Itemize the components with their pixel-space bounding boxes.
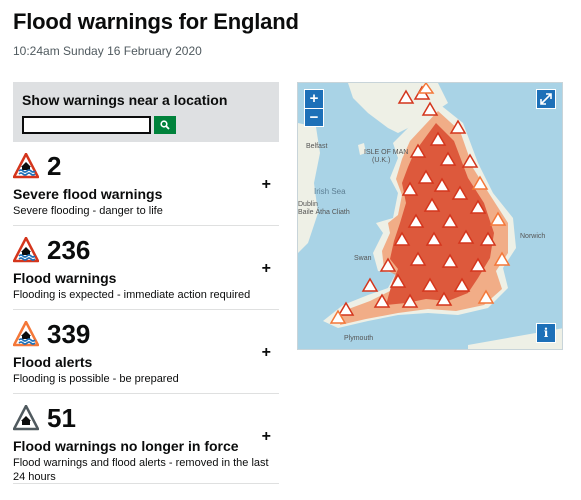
map-label-norwich: Norwich bbox=[520, 233, 546, 240]
map-label-dublin: Dublin bbox=[298, 201, 318, 208]
map-label-plymouth: Plymouth bbox=[344, 335, 374, 342]
search-icon bbox=[160, 120, 170, 130]
fullscreen-button[interactable] bbox=[536, 89, 556, 109]
map-label-swansea: Swan bbox=[354, 255, 372, 262]
map-basemap bbox=[298, 83, 562, 349]
severe-warning-count: 2 bbox=[47, 151, 62, 181]
zoom-in-button[interactable]: + bbox=[309, 90, 319, 107]
map-label-isle-of-man: ISLE OF MAN bbox=[364, 149, 409, 156]
map-label-dublin-irish: Baile Átha Cliath bbox=[298, 209, 350, 216]
warnings-summary-list: 2 Severe flood warnings Severe flooding … bbox=[13, 142, 279, 484]
warning-removed-count: 51 bbox=[47, 403, 76, 433]
expand-icon[interactable]: + bbox=[261, 428, 271, 445]
map-label-irish-sea: Irish Sea bbox=[314, 187, 346, 196]
location-search-input[interactable] bbox=[22, 116, 151, 134]
last-updated-timestamp: 10:24am Sunday 16 February 2020 bbox=[13, 44, 202, 58]
flood-warning-count: 236 bbox=[47, 235, 91, 265]
zoom-out-button[interactable]: − bbox=[305, 108, 323, 126]
flood-alert-description: Flooding is possible - be prepared bbox=[13, 373, 179, 385]
warnings-removed-item[interactable]: 51 Flood warnings no longer in force Flo… bbox=[13, 394, 279, 484]
map-label-belfast: Belfast bbox=[306, 143, 328, 150]
flood-map[interactable]: ISLE OF MAN (U.K.) Belfast Irish Sea Dub… bbox=[297, 82, 563, 350]
flood-alert-heading: Flood alerts bbox=[13, 354, 93, 370]
expand-icon[interactable]: + bbox=[261, 176, 271, 193]
flood-alerts-item[interactable]: 339 Flood alerts Flooding is possible - … bbox=[13, 310, 279, 394]
flood-alert-count: 339 bbox=[47, 319, 91, 349]
flood-warning-heading: Flood warnings bbox=[13, 270, 117, 286]
map-info-button[interactable]: i bbox=[536, 323, 556, 343]
expand-icon[interactable]: + bbox=[261, 260, 271, 277]
flood-warning-description: Flooding is expected - immediate action … bbox=[13, 289, 251, 301]
severe-warning-description: Severe flooding - danger to life bbox=[13, 205, 163, 217]
search-title: Show warnings near a location bbox=[22, 92, 228, 108]
map-label-uk: (U.K.) bbox=[372, 157, 391, 164]
severe-warning-icon bbox=[13, 153, 39, 179]
warning-removed-icon bbox=[13, 405, 39, 431]
flood-alert-icon bbox=[13, 321, 39, 347]
flood-warnings-item[interactable]: 236 Flood warnings Flooding is expected … bbox=[13, 226, 279, 310]
expand-icon[interactable]: + bbox=[261, 344, 271, 361]
search-button[interactable] bbox=[154, 116, 176, 134]
warning-removed-description: Flood warnings and flood alerts - remove… bbox=[13, 457, 269, 483]
severe-flood-warnings-item[interactable]: 2 Severe flood warnings Severe flooding … bbox=[13, 142, 279, 226]
expand-arrows-icon bbox=[540, 93, 552, 105]
warning-removed-heading: Flood warnings no longer in force bbox=[13, 438, 239, 454]
page-title: Flood warnings for England bbox=[13, 9, 299, 34]
location-search-panel: Show warnings near a location bbox=[13, 82, 279, 142]
flood-warning-icon bbox=[13, 237, 39, 263]
map-zoom-controls: + − bbox=[304, 89, 324, 127]
severe-warning-heading: Severe flood warnings bbox=[13, 186, 163, 202]
